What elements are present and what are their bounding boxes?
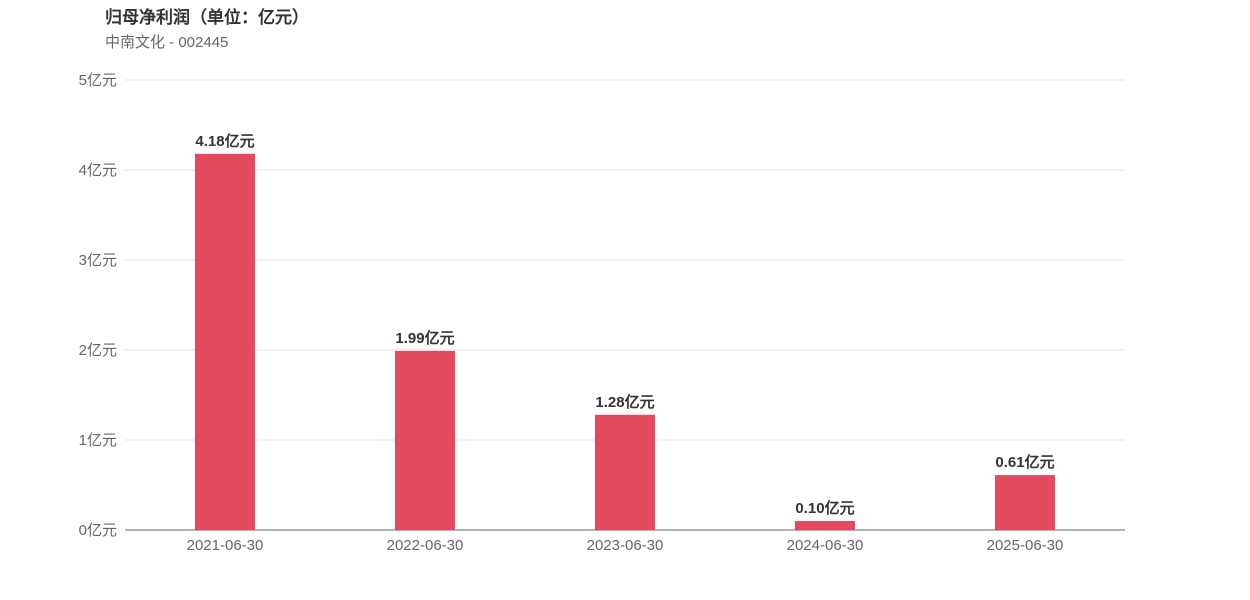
data-label: 1.28亿元 — [595, 393, 654, 411]
bar — [395, 350, 455, 530]
y-tick-label: 5亿元 — [79, 72, 117, 89]
y-tick-label: 0亿元 — [79, 522, 117, 539]
x-tick-label: 2021-06-30 — [187, 537, 264, 554]
bar — [795, 521, 855, 530]
x-tick-label: 2025-06-30 — [987, 537, 1064, 554]
x-tick-label: 2022-06-30 — [387, 537, 464, 554]
y-tick-label: 3亿元 — [79, 252, 117, 269]
y-tick-label: 1亿元 — [79, 432, 117, 449]
chart-title: 归母净利润（单位：亿元） — [105, 8, 309, 27]
data-label: 0.10亿元 — [795, 499, 854, 517]
data-label: 0.61亿元 — [995, 453, 1054, 471]
bar — [995, 475, 1055, 530]
data-label: 1.99亿元 — [395, 329, 454, 347]
data-label: 4.18亿元 — [195, 132, 254, 150]
x-tick-label: 2024-06-30 — [787, 537, 864, 554]
bar — [195, 153, 255, 531]
bar — [595, 414, 655, 530]
y-tick-label: 4亿元 — [79, 162, 117, 179]
y-tick-label: 2亿元 — [79, 342, 117, 359]
x-tick-label: 2023-06-30 — [587, 537, 664, 554]
chart-subtitle: 中南文化 - 002445 — [105, 34, 229, 51]
